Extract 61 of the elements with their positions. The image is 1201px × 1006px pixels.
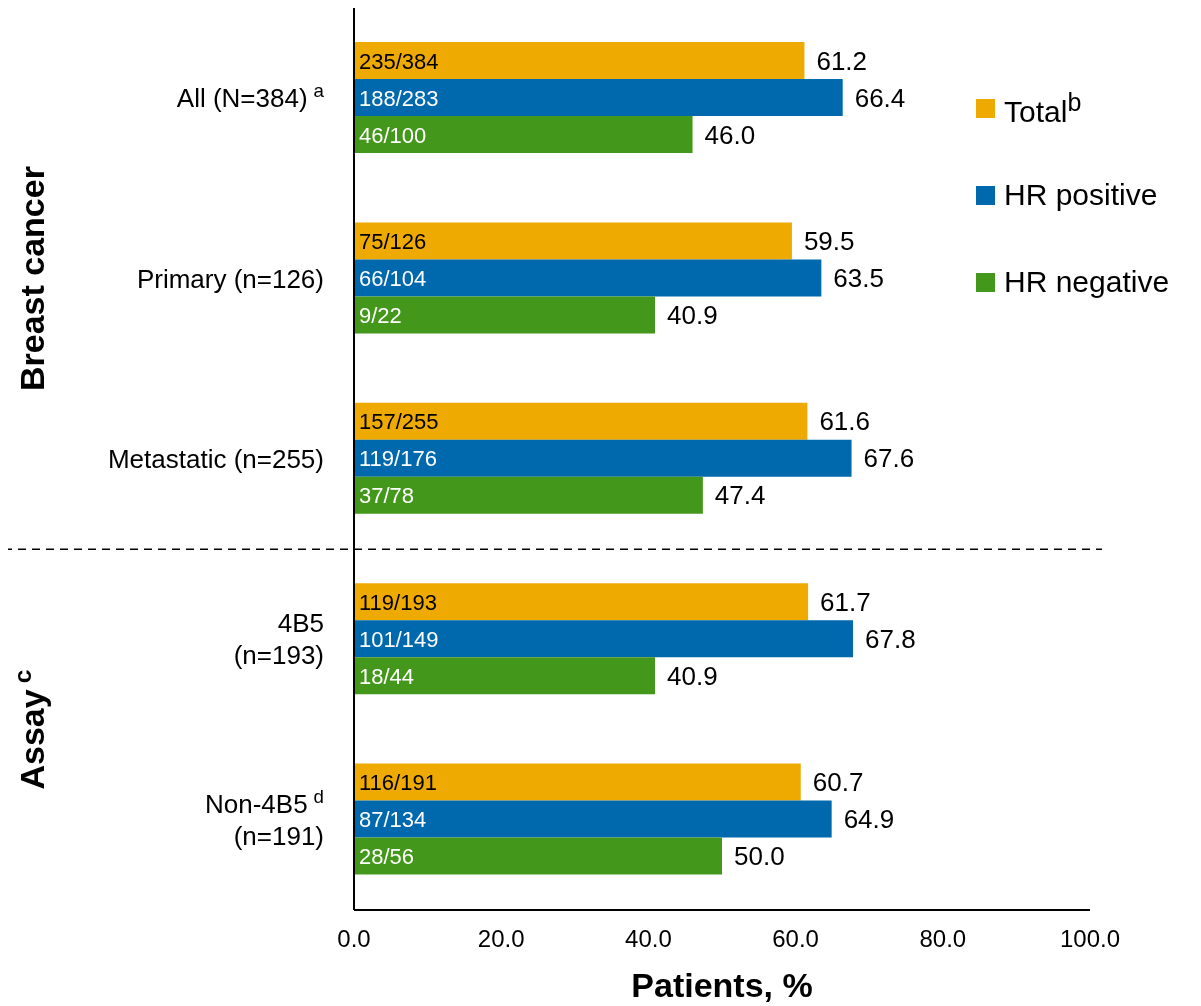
y-tick-label: Metastatic (n=255) [107,444,324,474]
data-label: 40.9 [667,660,718,691]
annotation: 87/134 [359,807,427,833]
data-label: 63.5 [833,262,884,293]
bar [354,116,693,153]
x-tick-label: 20.0 [477,925,525,953]
y-tick-label: All (N=384)$^{a}$ [176,79,325,114]
legend-label: HR negative [1004,265,1170,299]
bar [354,837,722,875]
bar [354,476,703,514]
y-tick-label: 4B5 (n=193) [233,608,324,671]
bar [354,657,656,695]
bar [354,296,656,334]
data-label: 47.4 [714,480,766,511]
data-label: 67.6 [863,443,915,474]
bar [354,402,808,440]
annotation: 157/255 [359,409,439,435]
data-label: 67.8 [865,623,916,654]
annotation: 37/78 [359,483,415,509]
bar [354,222,792,260]
annotation: 116/191 [359,770,437,796]
data-label: 61.2 [816,45,868,76]
annotation: 28/56 [359,844,415,870]
annotation: 9/22 [359,302,402,328]
data-label: 46.0 [704,119,756,150]
data-label: 64.9 [843,804,895,835]
annotation: 119/176 [359,446,437,472]
text: Breast cancer [13,166,51,392]
bar [354,259,822,297]
x-tick-label: 100.0 [1059,925,1121,953]
legend-label: Total$^{b}$ [1004,87,1082,129]
annotation: 235/384 [359,48,439,74]
x-tick-label: 60.0 [772,925,819,953]
data-label: 40.9 [667,299,718,330]
x-tick-label: 80.0 [919,925,967,953]
data-label: 61.7 [820,586,871,617]
x-tick-label: 0.0 [337,925,371,953]
annotation: 46/100 [359,122,427,148]
data-label: 60.7 [812,767,864,798]
annotation: 66/104 [359,265,427,291]
data-label: 50.0 [734,841,785,872]
data-label: 61.6 [819,406,870,437]
annotation: 18/44 [359,663,415,689]
bar [354,79,843,116]
bar [354,583,809,621]
x-tick-label: 40.0 [625,925,672,953]
x-axis-title: Patients, % [631,966,813,1004]
annotation: 101/149 [359,626,439,652]
bar [354,763,801,801]
legend-label: HR positive [1004,178,1158,212]
annotation: 188/283 [359,85,439,111]
y-tick-label: Primary (n=126) [136,263,324,294]
data-label: 59.5 [803,225,855,256]
y-tick-label: Non-4B5$^{d}$ (n=191) [204,785,324,851]
bar [354,620,854,658]
data-label: 66.4 [854,82,906,113]
annotation: 119/193 [359,589,437,615]
bar [354,439,852,477]
annotation: 75/126 [359,228,427,254]
bar [354,42,805,79]
bar [354,800,832,838]
